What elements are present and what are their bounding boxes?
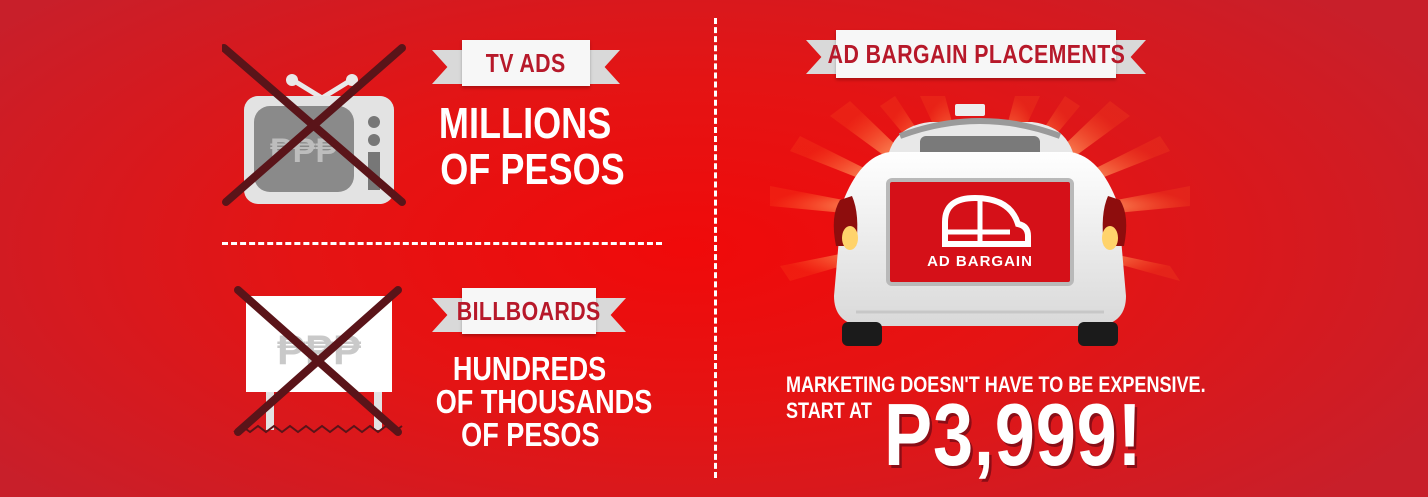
price-text: P3,999! xyxy=(884,385,1143,484)
tv-ads-ribbon: TV ADS xyxy=(432,40,620,86)
start-at-text: START AT xyxy=(786,398,872,423)
car-brand-text: AD BARGAIN xyxy=(927,253,1033,270)
billboard-cost-line2: OF THOUSANDS xyxy=(435,383,653,420)
tv-ads-label: TV ADS xyxy=(486,47,566,78)
ad-bargain-placements-label: AD BARGAIN PLACEMENTS xyxy=(827,38,1125,69)
billboard-icon: ₱₱₱ xyxy=(232,286,406,438)
ad-bargain-placements-ribbon: AD BARGAIN PLACEMENTS xyxy=(806,30,1146,78)
billboard-cost-line1: HUNDREDS xyxy=(453,350,607,387)
horizontal-divider xyxy=(222,242,662,245)
tv-cost-line2: OF PESOS xyxy=(440,145,625,194)
billboards-label: BILLBOARDS xyxy=(457,295,601,326)
billboard-cost-line3: OF PESOS xyxy=(460,416,600,453)
car-illustration: AD BARGAIN xyxy=(770,96,1190,358)
vertical-divider xyxy=(714,18,717,478)
tagline-text: MARKETING DOESN'T HAVE TO BE EXPENSIVE. xyxy=(786,372,1206,397)
billboards-ribbon: BILLBOARDS xyxy=(432,288,626,334)
tv-icon: ₱₱₱ xyxy=(220,40,422,210)
tv-cost-line1: MILLIONS xyxy=(438,99,612,148)
